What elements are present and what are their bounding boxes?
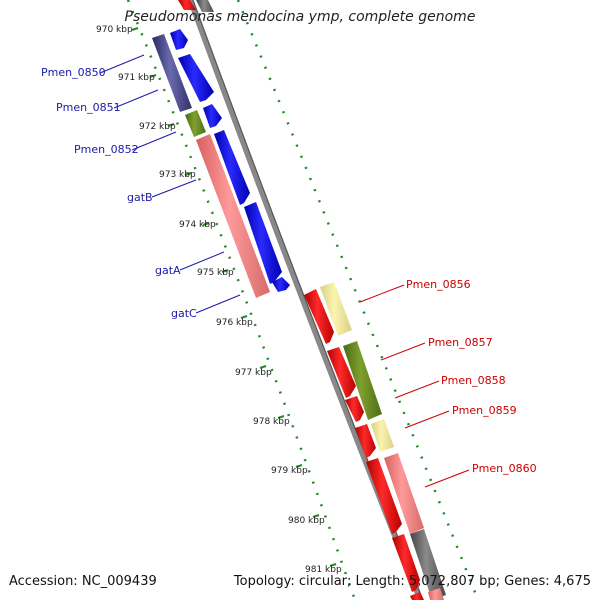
gene-pmen-0857: [327, 347, 356, 398]
gene-pmen-0850-arrow: [170, 29, 188, 50]
gene-label-pmen-0858[interactable]: Pmen_0858: [441, 374, 506, 387]
gene-label-gatB[interactable]: gatB: [127, 191, 153, 204]
right-callouts: [359, 284, 470, 488]
gene-pmen-0850: [152, 34, 192, 112]
gene-label-pmen-0851[interactable]: Pmen_0851: [56, 101, 121, 114]
tick-label: 972 kbp: [139, 122, 176, 132]
gene-red-bottom-2: [410, 592, 424, 600]
gene-pmen-0851: [178, 54, 214, 102]
gene-pmen-0858: [345, 396, 364, 422]
tick-label: 975 kbp: [197, 268, 234, 278]
gene-pmen-0852: [185, 110, 206, 137]
tick-labels: 970 kbp 971 kbp 972 kbp 973 kbp 974 kbp …: [96, 25, 342, 575]
tick-marks: [131, 27, 337, 567]
tick-label: 979 kbp: [271, 466, 308, 476]
gene-pmen-0859-yellow: [371, 419, 394, 452]
gene-gray-bottom: [410, 529, 446, 600]
tick-label: 973 kbp: [159, 170, 196, 180]
gene-pmen-0858-green: [343, 341, 382, 420]
tick-label: 977 kbp: [235, 368, 272, 378]
gene-label-gatC[interactable]: gatC: [171, 307, 197, 320]
gene-label-gatA[interactable]: gatA: [155, 264, 181, 277]
gene-pmen-0860: [366, 458, 402, 534]
gene-blue-small: [203, 104, 222, 128]
genes-left: [152, 0, 290, 298]
accession-text: Accession: NC_009439: [9, 574, 157, 589]
gene-top-fragment-gray: [196, 0, 214, 12]
genes-right: [304, 282, 446, 600]
gene-gatB: [214, 130, 250, 205]
genome-summary-text: Topology: circular; Length: 5,072,807 bp…: [233, 574, 591, 589]
gene-pink-bottom: [428, 588, 444, 600]
gene-label-pmen-0850[interactable]: Pmen_0850: [41, 66, 106, 79]
gene-pmen-0860-pink: [384, 453, 424, 534]
tick-label: 971 kbp: [118, 73, 155, 83]
gene-label-pmen-0856[interactable]: Pmen_0856: [406, 278, 471, 291]
gene-red-bottom: [392, 534, 420, 592]
gene-gatA: [244, 202, 282, 284]
tick-label: 974 kbp: [179, 220, 216, 230]
gene-pink-left: [196, 134, 270, 298]
gene-top-fragment: [178, 0, 196, 10]
tick-label: 980 kbp: [288, 516, 325, 526]
map-title: Pseudomonas mendocina ymp, complete geno…: [124, 9, 476, 25]
tick-label: 970 kbp: [96, 25, 133, 35]
gene-pmen-0856: [304, 289, 334, 344]
gene-pmen-0859: [355, 424, 376, 458]
gc-skew-track-inner: [126, 0, 357, 600]
gc-skew-track-outer: [236, 0, 480, 600]
gene-label-pmen-0859[interactable]: Pmen_0859: [452, 404, 517, 417]
gene-label-pmen-0860[interactable]: Pmen_0860: [472, 462, 537, 475]
left-callouts: [99, 54, 241, 314]
gene-label-pmen-0857[interactable]: Pmen_0857: [428, 336, 493, 349]
gene-gatC: [272, 277, 290, 292]
tick-label: 978 kbp: [253, 417, 290, 427]
gene-label-pmen-0852[interactable]: Pmen_0852: [74, 143, 139, 156]
gene-pmen-0856-yellow: [320, 282, 352, 336]
tick-label: 981 kbp: [305, 565, 342, 575]
tick-label: 976 kbp: [216, 318, 253, 328]
